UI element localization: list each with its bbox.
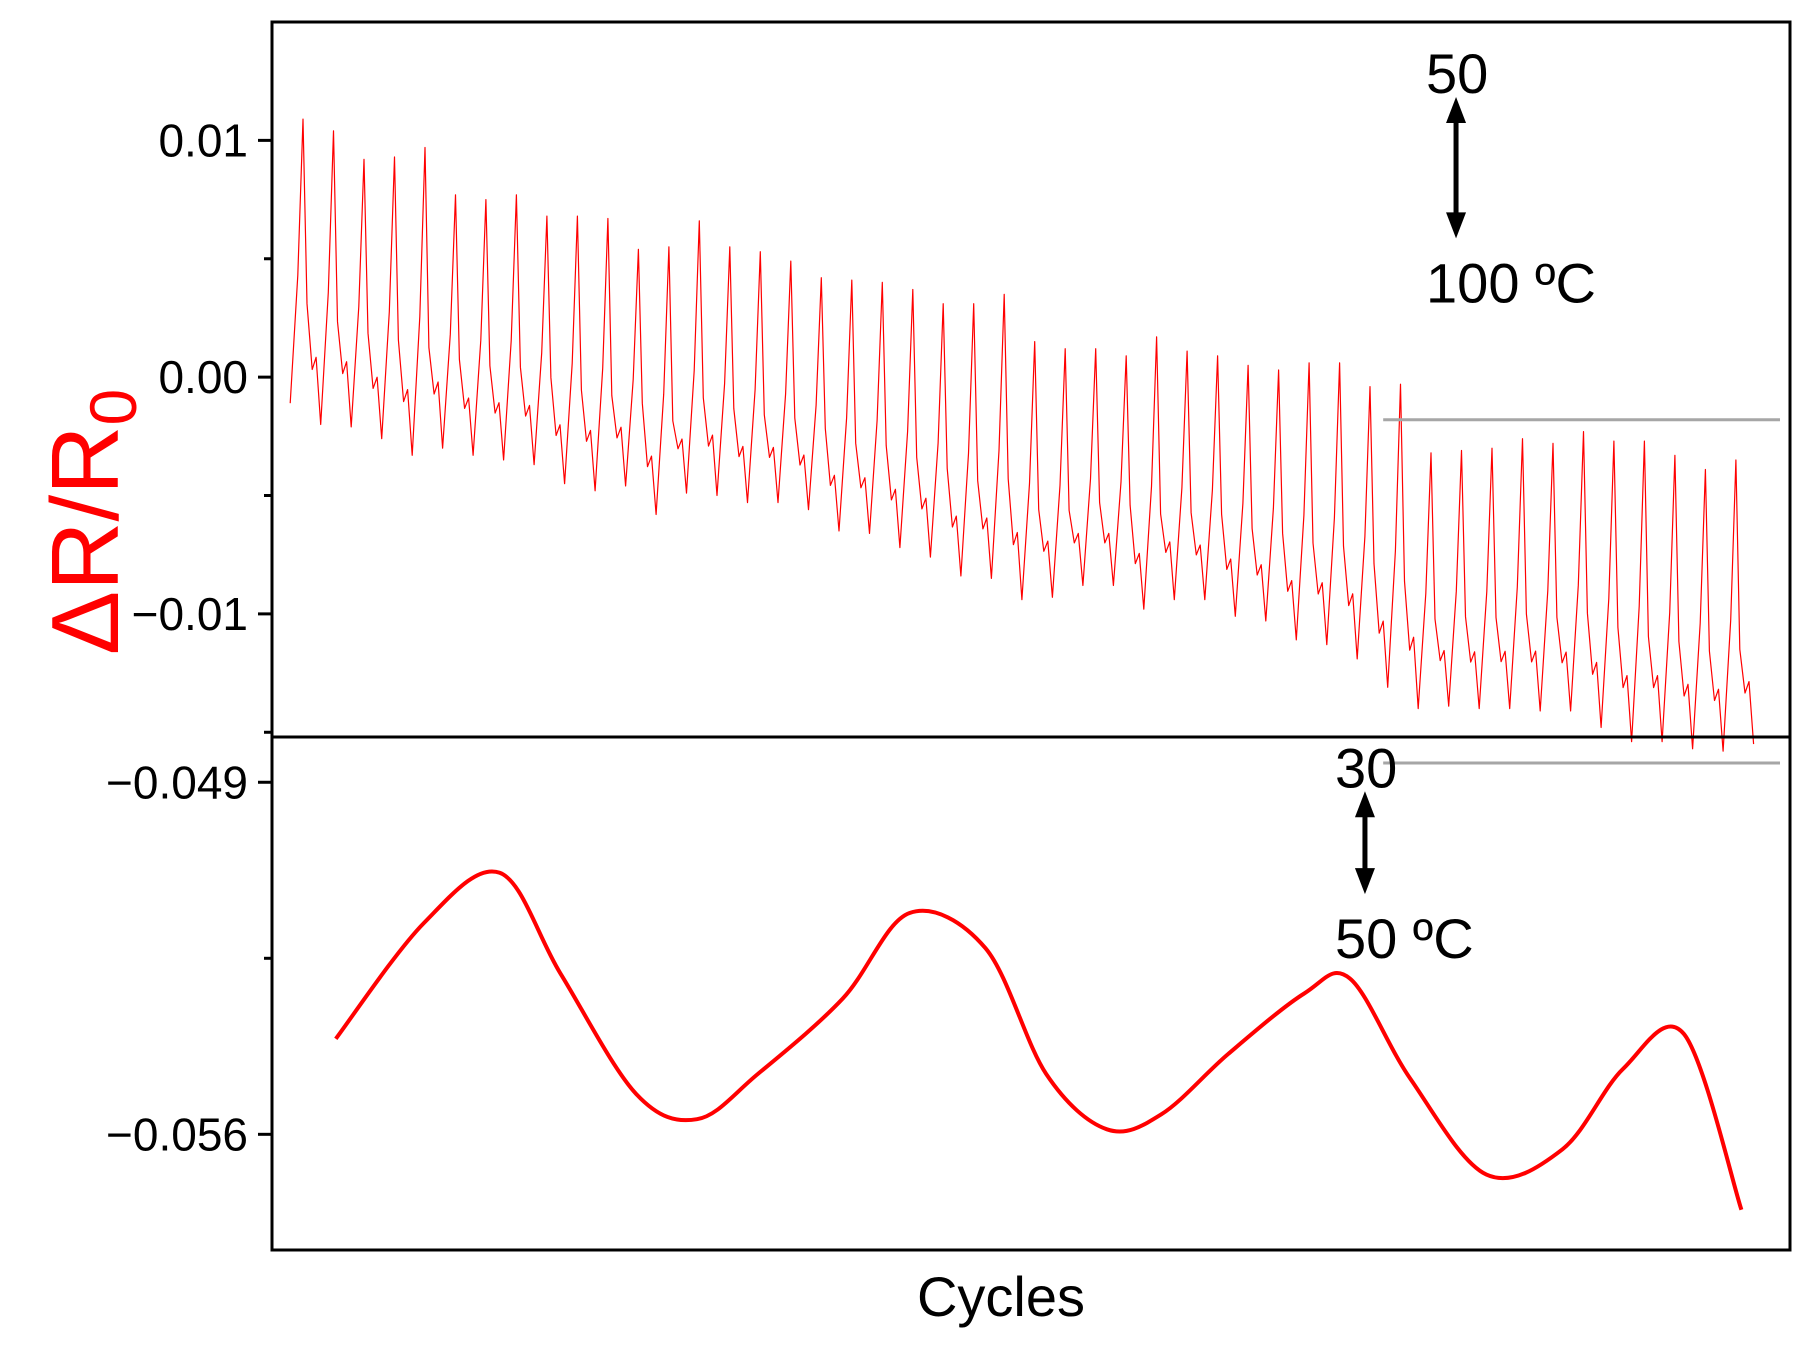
- panel-top-ytick-label-1: 0.00: [158, 351, 248, 403]
- panel-top-annotation-bottom: 100 ºC: [1426, 251, 1596, 314]
- y-axis-title: ΔR/R0: [32, 389, 150, 655]
- panel-bottom-arrow-down-head: [1354, 868, 1375, 895]
- x-axis-label: Cycles: [917, 1265, 1085, 1328]
- y-axis-title-main: ΔR/R: [32, 426, 139, 655]
- panel-bottom-ytick-label-1: −0.056: [106, 1108, 248, 1160]
- y-axis-label: ΔR/R0: [32, 389, 150, 655]
- panel-bottom-series-line: [334, 869, 1744, 1211]
- panel-bottom-frame: [270, 735, 1792, 1252]
- panel-top-arrow-down-head: [1446, 212, 1467, 239]
- panel-top-frame: [270, 20, 1792, 739]
- panel-bottom-ytick-label-0: −0.049: [106, 756, 248, 808]
- panel-bottom-annotation-bottom: 50 ºC: [1335, 907, 1474, 970]
- panel-top-arrow-up-head: [1446, 97, 1467, 124]
- panel-top-ytick-label-0: 0.01: [158, 114, 248, 166]
- panel-top-ytick-label-2: −0.01: [132, 588, 248, 640]
- panel-bottom-annotation-top: 30: [1335, 736, 1397, 799]
- panel-bottom-arrow-up-head: [1354, 791, 1375, 818]
- panel-bottom: −0.049 −0.056 30 50 ºC: [106, 735, 1792, 1252]
- panel-top-series-line: [289, 118, 1755, 752]
- panel-top-annotation-top: 50: [1426, 42, 1488, 105]
- panel-top: 0.01 0.00 −0.01 50 100 ºC: [132, 20, 1792, 765]
- y-axis-title-subscript: 0: [76, 389, 150, 426]
